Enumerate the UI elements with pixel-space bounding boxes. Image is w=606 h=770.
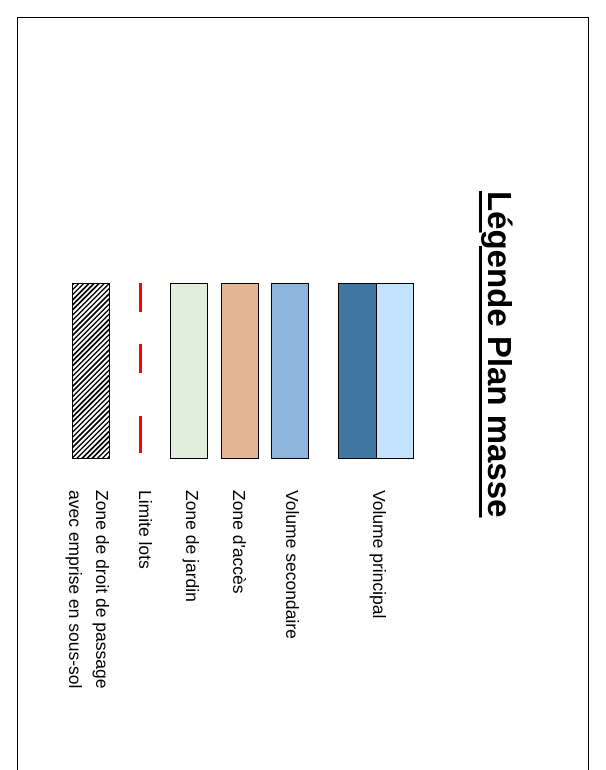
zone-acces-swatch — [221, 283, 259, 459]
limite-lots-dash — [139, 283, 142, 312]
limite-lots-dash — [139, 344, 142, 373]
page-frame — [17, 17, 589, 770]
limite-lots-dash — [139, 416, 142, 453]
volume-principal-light-swatch — [376, 283, 414, 459]
droit-passage-label-line1: Zone de droit de passage — [92, 490, 112, 689]
limite-lots-label: Limite lots — [135, 490, 155, 569]
zone-jardin-swatch — [170, 283, 208, 459]
droit-passage-label-line2: avec emprise en sous-sol — [65, 490, 85, 689]
zone-jardin-label: Zone de jardin — [182, 490, 202, 602]
volume-secondaire-swatch — [271, 283, 309, 459]
legend-title: Légende Plan masse — [481, 191, 518, 518]
volume-principal-dark-swatch — [338, 283, 377, 459]
droit-passage-hatch-swatch — [72, 283, 110, 459]
zone-acces-label: Zone d'accès — [229, 490, 249, 594]
volume-secondaire-label: Volume secondaire — [282, 490, 302, 639]
volume-principal-label: Volume principal — [369, 490, 389, 619]
